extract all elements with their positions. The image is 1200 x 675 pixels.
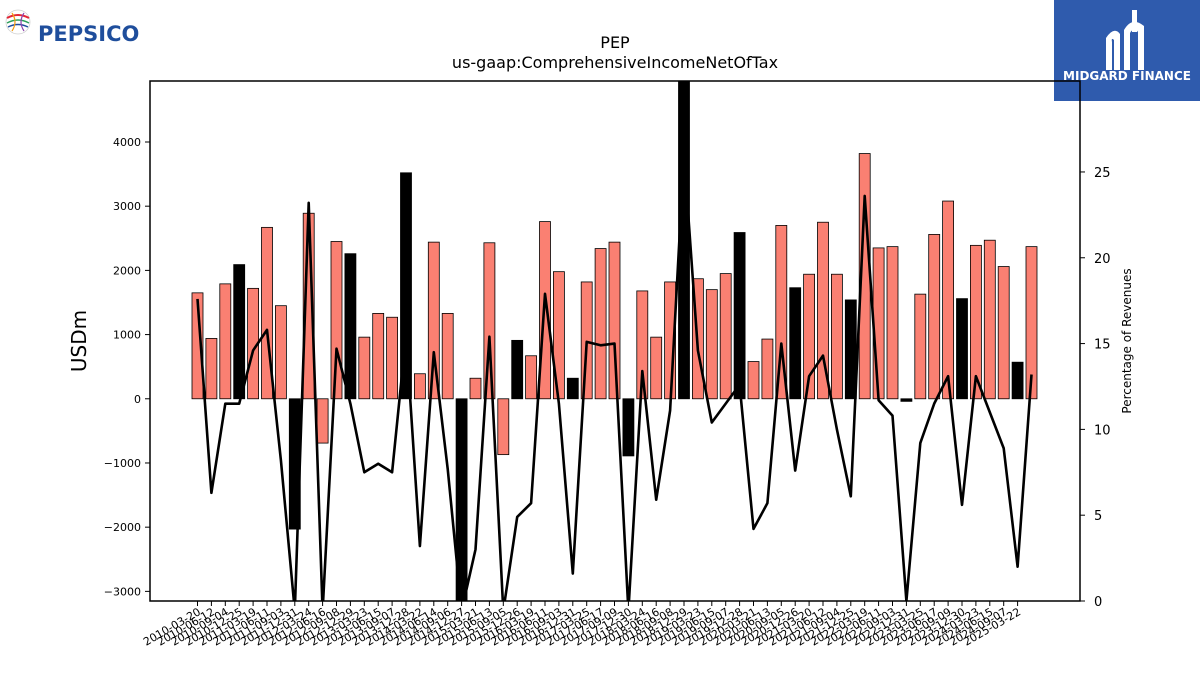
bar-quarterly [942, 200, 954, 400]
bar-quarterly [191, 292, 204, 400]
pepsico-globe-icon [5, 9, 31, 35]
chart-subtitle: us-gaap:ComprehensiveIncomeNetOfTax [452, 53, 778, 72]
bar-annual [511, 339, 524, 400]
bar-quarterly [831, 273, 843, 400]
bar-quarterly [928, 234, 941, 400]
bar-quarterly [330, 241, 343, 400]
pepsico-wordmark: PEPSICO [38, 22, 139, 46]
bar-quarterly [719, 273, 732, 400]
percentage-line-series [196, 153, 1033, 601]
bar-quarterly [372, 312, 385, 400]
y-tick-label: 2000 [113, 264, 141, 277]
bar-quarterly [983, 239, 996, 400]
bar-quarterly [358, 336, 371, 400]
bar-quarterly [803, 273, 815, 400]
y-tick-label: −2000 [104, 521, 141, 534]
y2-tick-label: 15 [1094, 338, 1111, 353]
y-tick-label: 0 [134, 393, 141, 406]
bar-quarterly [705, 289, 718, 400]
y2-tick-label: 10 [1094, 423, 1111, 438]
bar-quarterly [386, 316, 399, 400]
bar-quarterly [872, 247, 885, 400]
bar-quarterly [413, 373, 426, 400]
bar-quarterly [261, 226, 273, 400]
bar-annual [844, 299, 857, 400]
midgard-wordmark: MIDGARD FINANCE [1063, 69, 1191, 83]
bar-annual [733, 232, 746, 400]
y2-axis-label: Percentage of Revenues [1120, 268, 1134, 413]
y-tick-label: −3000 [104, 585, 141, 598]
y2-tick-label: 0 [1094, 595, 1102, 610]
bar-quarterly [817, 221, 829, 400]
bar-quarterly [525, 355, 537, 400]
y2-tick-label: 25 [1094, 166, 1111, 181]
bar-annual [622, 398, 635, 457]
bar-annual [956, 298, 968, 400]
bar-quarterly [747, 361, 760, 400]
y-tick-label: 3000 [113, 200, 141, 213]
bar-quarterly [497, 398, 510, 456]
bar-quarterly [594, 248, 607, 400]
bar-quarterly [608, 241, 621, 400]
bar-quarterly [427, 241, 440, 400]
bar-annual [400, 172, 412, 400]
y2-axis-ticks: 0 5 10 15 20 25 [1080, 166, 1111, 610]
y2-tick-label: 5 [1094, 509, 1102, 524]
bar-series [191, 80, 1038, 602]
y2-tick-label: 20 [1094, 252, 1111, 267]
bar-quarterly [219, 283, 232, 400]
y-axis-label: USDm [67, 310, 91, 372]
midgard-finance-logo: MIDGARD FINANCE [1054, 0, 1200, 101]
bar-quarterly [997, 266, 1010, 400]
bar-quarterly [441, 312, 454, 400]
bar-quarterly [483, 242, 496, 400]
plot-frame [149, 80, 1081, 602]
bar-quarterly [636, 290, 649, 400]
bar-annual [344, 253, 357, 400]
bar-quarterly [205, 338, 218, 400]
bar-quarterly [886, 246, 899, 400]
y-tick-label: −1000 [104, 457, 141, 470]
bar-quarterly [580, 281, 593, 400]
bar-quarterly [761, 338, 774, 400]
bar-annual [233, 264, 246, 400]
bar-annual [566, 377, 579, 400]
y-tick-label: 4000 [113, 136, 141, 149]
x-axis-ticks: 2010-03-202010-06-122010-09-042010-12-25… [141, 601, 1023, 649]
bar-quarterly [469, 377, 482, 400]
pepsico-logo: PEPSICO [4, 6, 174, 46]
bar-quarterly [970, 244, 982, 400]
bar-annual [900, 398, 913, 402]
bar-quarterly [274, 305, 287, 400]
bar-annual [789, 287, 802, 400]
percentage-line [196, 153, 1033, 601]
y-tick-label: 1000 [113, 329, 141, 342]
midgard-emblem-icon [1106, 10, 1144, 70]
bar-quarterly [316, 398, 329, 444]
bar-quarterly [650, 336, 663, 400]
bar-quarterly [914, 293, 927, 400]
chart-title: PEP [600, 33, 630, 52]
y-axis-ticks: −3000 −2000 −1000 0 1000 2000 3000 4000 [104, 136, 150, 598]
bar-quarterly [1025, 246, 1038, 400]
bar-quarterly [775, 225, 788, 400]
bar-annual [1011, 361, 1024, 400]
